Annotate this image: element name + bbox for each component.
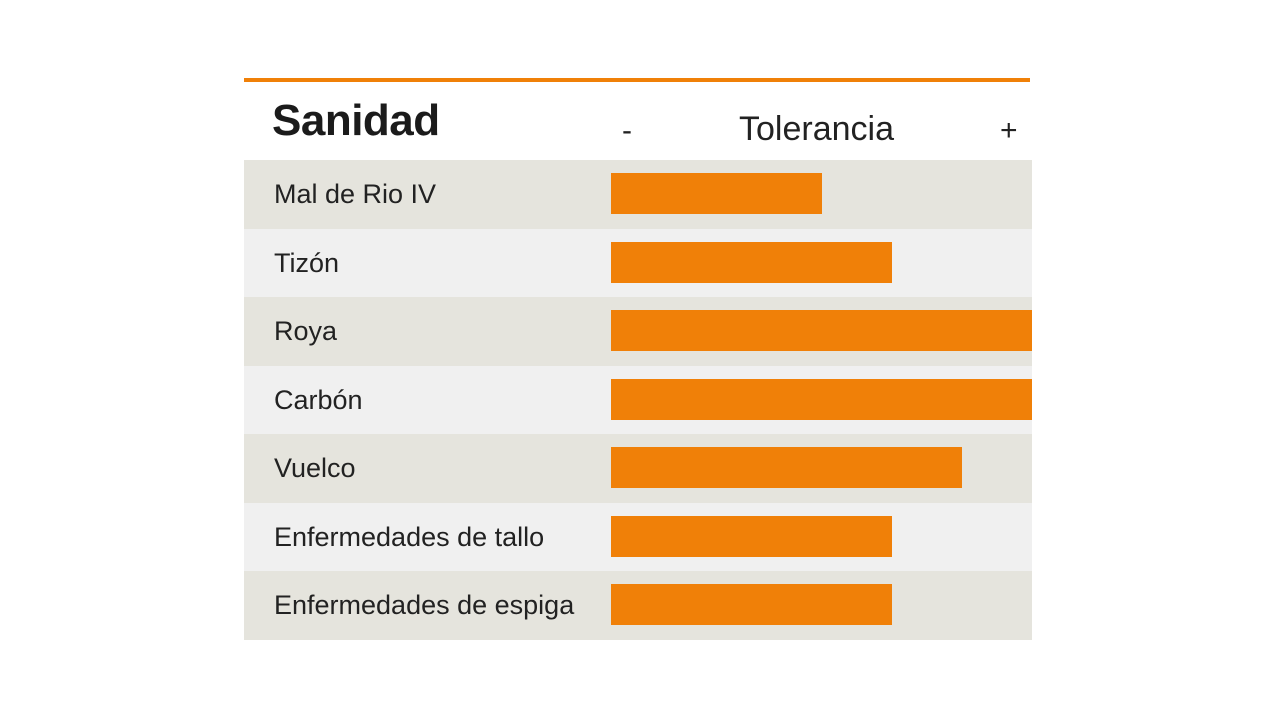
category-label: Mal de Rio IV (274, 179, 437, 209)
table-row: Vuelco (244, 434, 1032, 503)
category-label: Carbón (274, 384, 363, 415)
bar-rows: Mal de Rio IV Tizón Roya Carbón Vuelco Enferm… (244, 160, 1032, 640)
chart-panel: Sanidad - Tolerancia + Mal de Rio IV Tizó… (244, 78, 1032, 640)
tolerance-bar (611, 515, 892, 557)
table-row: Roya (244, 297, 1032, 366)
table-row: Enfermedades de espiga (244, 571, 1032, 640)
chart-title: Sanidad (272, 96, 440, 145)
tolerance-bar (611, 241, 892, 283)
table-row: Carbón (244, 365, 1032, 434)
category-label: Roya (274, 316, 338, 346)
category-label: Tizón (274, 247, 340, 278)
tolerance-bar (611, 310, 1032, 351)
category-label: Vuelco (274, 453, 356, 483)
table-row: Enfermedades de tallo (244, 502, 1032, 571)
table-row: Tizón (244, 228, 1032, 297)
axis-label: Tolerancia (739, 110, 894, 148)
tolerance-bar (611, 584, 892, 625)
tolerance-bar (611, 173, 822, 214)
table-row: Mal de Rio IV (244, 160, 1032, 229)
scale-min-label: - (622, 114, 632, 147)
scale-max-label: + (1000, 114, 1018, 147)
category-label: Enfermedades de espiga (274, 590, 575, 620)
tolerance-bar (611, 378, 1032, 420)
category-label: Enfermedades de tallo (274, 521, 545, 552)
tolerance-bar (611, 447, 962, 488)
top-rule (244, 78, 1030, 82)
